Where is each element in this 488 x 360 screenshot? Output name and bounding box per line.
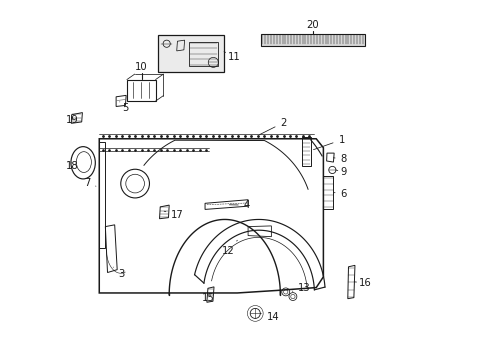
Text: 14: 14 <box>260 312 279 322</box>
Text: 4: 4 <box>229 200 249 210</box>
Bar <box>260 34 364 45</box>
Text: 17: 17 <box>164 210 183 220</box>
Text: 9: 9 <box>335 167 346 177</box>
Text: 3: 3 <box>113 267 124 279</box>
Text: 2: 2 <box>259 118 286 135</box>
Text: 12: 12 <box>222 240 237 256</box>
Text: 8: 8 <box>333 154 346 164</box>
Text: 13: 13 <box>292 283 310 293</box>
Bar <box>189 41 218 66</box>
Text: 1: 1 <box>313 135 344 150</box>
Text: 6: 6 <box>333 189 346 199</box>
Bar <box>158 35 224 72</box>
Bar <box>126 80 155 101</box>
Text: 5: 5 <box>120 102 129 113</box>
Text: 16: 16 <box>353 278 371 288</box>
Text: 15: 15 <box>202 293 215 303</box>
Text: 20: 20 <box>305 20 318 30</box>
Text: 10: 10 <box>135 62 147 72</box>
Text: 11: 11 <box>224 51 241 62</box>
Text: 19: 19 <box>66 115 79 125</box>
Text: 7: 7 <box>83 178 96 188</box>
Text: 18: 18 <box>66 161 79 171</box>
